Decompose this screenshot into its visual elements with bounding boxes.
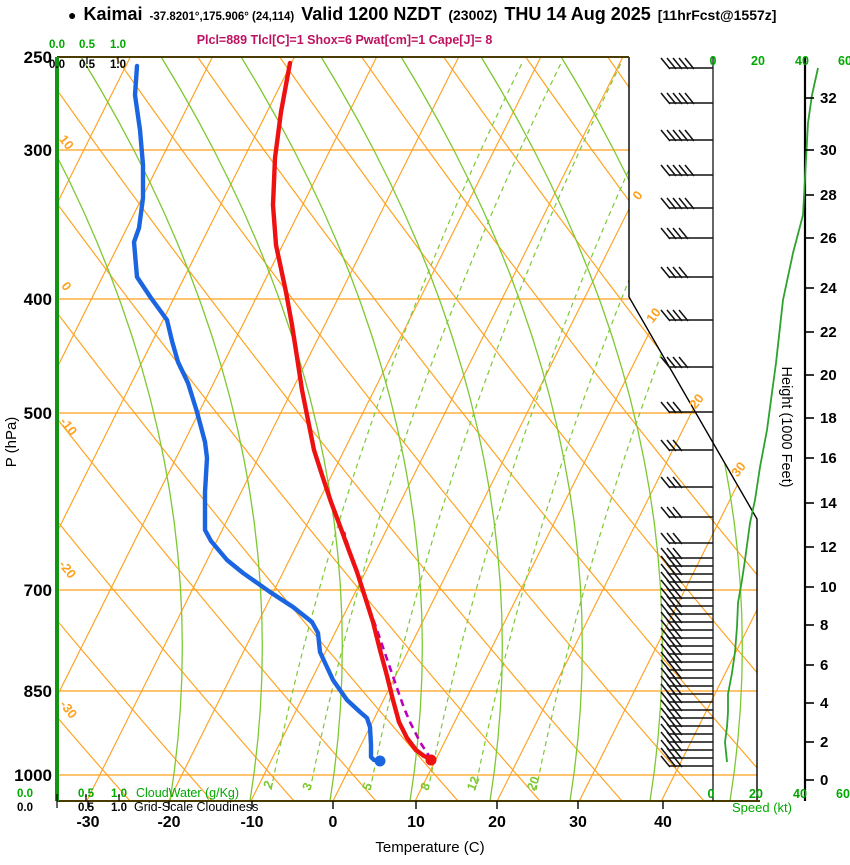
- svg-text:10: 10: [643, 305, 664, 326]
- svg-text:1000: 1000: [14, 766, 52, 785]
- station-coords: -37.8201°,175.906° (24,114): [149, 11, 295, 23]
- svg-text:500: 500: [24, 404, 52, 423]
- surface-dewpoint-dot: [374, 755, 386, 767]
- svg-text:300: 300: [24, 141, 52, 160]
- svg-text:28: 28: [820, 187, 837, 204]
- svg-text:32: 32: [820, 90, 837, 107]
- svg-text:10: 10: [407, 814, 425, 831]
- svg-text:22: 22: [820, 324, 837, 341]
- station-bullet-icon: ●: [68, 7, 77, 23]
- svg-text:0.0: 0.0: [49, 59, 65, 71]
- svg-text:12: 12: [820, 539, 837, 556]
- svg-text:1.0: 1.0: [111, 802, 127, 814]
- svg-text:20: 20: [749, 787, 763, 801]
- dewpoint-curve: [131, 63, 377, 763]
- svg-text:-20: -20: [157, 814, 180, 831]
- temperature-axis-title: Temperature (C): [375, 839, 484, 856]
- svg-text:20: 20: [524, 774, 542, 792]
- svg-text:0.5: 0.5: [78, 802, 95, 814]
- svg-text:40: 40: [793, 787, 807, 801]
- valid-time: Valid 1200 NZDT: [301, 4, 442, 24]
- svg-text:18: 18: [820, 410, 837, 427]
- svg-text:14: 14: [820, 495, 837, 512]
- svg-text:0: 0: [708, 787, 715, 801]
- cloudwater-scale-title: CloudWater (g/Kg): [136, 786, 239, 800]
- svg-text:20: 20: [820, 367, 837, 384]
- cloudiness-scale-title: Grid-Scale Cloudiness: [134, 800, 258, 814]
- svg-text:3: 3: [299, 781, 315, 793]
- svg-text:60: 60: [836, 787, 850, 801]
- svg-text:60: 60: [838, 54, 850, 68]
- svg-text:0: 0: [329, 814, 338, 831]
- height-axis-title: Height (1000 Feet): [778, 367, 794, 488]
- skewt-grid-lines: [57, 57, 757, 801]
- svg-text:8: 8: [820, 617, 828, 634]
- svg-text:4: 4: [820, 695, 829, 712]
- svg-text:20: 20: [488, 814, 506, 831]
- svg-text:0: 0: [58, 279, 74, 294]
- plot-boundary: [55, 56, 807, 802]
- svg-text:850: 850: [24, 682, 52, 701]
- svg-text:400: 400: [24, 290, 52, 309]
- svg-text:0.0: 0.0: [49, 39, 65, 51]
- svg-text:40: 40: [795, 54, 809, 68]
- svg-text:5: 5: [359, 781, 375, 793]
- surface-temperature-dot: [425, 754, 437, 766]
- svg-text:1.0: 1.0: [110, 39, 126, 51]
- svg-text:-20: -20: [56, 557, 79, 581]
- speed-axis-title: Speed (kt): [732, 800, 792, 815]
- svg-text:8: 8: [417, 781, 433, 793]
- svg-text:6: 6: [820, 657, 828, 674]
- svg-text:10: 10: [820, 579, 837, 596]
- forecast-tag: [11hrFcst@1557z]: [657, 7, 777, 23]
- svg-text:700: 700: [24, 581, 52, 600]
- svg-text:0: 0: [710, 54, 717, 68]
- svg-text:26: 26: [820, 230, 837, 247]
- svg-text:20: 20: [686, 391, 707, 412]
- svg-text:24: 24: [820, 280, 837, 297]
- svg-text:0: 0: [820, 772, 828, 789]
- chart-title: ● Kaimai -37.8201°,175.906° (24,114) Val…: [68, 4, 850, 25]
- svg-text:20: 20: [751, 54, 765, 68]
- svg-text:12: 12: [464, 774, 482, 792]
- svg-text:-30: -30: [57, 697, 80, 721]
- svg-text:0.0: 0.0: [17, 788, 33, 800]
- wind-barbs-column: [660, 57, 713, 768]
- pressure-axis-title: P (hPa): [3, 417, 20, 468]
- svg-text:-10: -10: [240, 814, 263, 831]
- valid-date: THU 14 Aug 2025: [504, 4, 651, 24]
- station-name: Kaimai: [83, 4, 143, 24]
- wind-speed-curve: [724, 67, 819, 763]
- svg-text:40: 40: [654, 814, 672, 831]
- svg-text:250: 250: [24, 48, 52, 67]
- svg-text:0: 0: [629, 188, 645, 203]
- temperature-curve: [270, 60, 434, 762]
- sounding-profiles: [131, 60, 819, 767]
- svg-text:30: 30: [820, 142, 837, 159]
- svg-text:0.5: 0.5: [79, 59, 96, 71]
- svg-text:30: 30: [569, 814, 587, 831]
- svg-text:2: 2: [820, 734, 828, 751]
- svg-text:1.0: 1.0: [110, 59, 126, 71]
- svg-text:-10: -10: [57, 414, 80, 438]
- svg-text:0.0: 0.0: [17, 802, 33, 814]
- svg-text:-30: -30: [76, 814, 99, 831]
- zulu-time: (2300Z): [448, 7, 498, 23]
- svg-text:0.5: 0.5: [79, 39, 96, 51]
- sounding-indices: Plcl=889 Tlcl[C]=1 Shox=6 Pwat[cm]=1 Cap…: [196, 33, 493, 47]
- svg-text:16: 16: [820, 450, 837, 467]
- svg-text:30: 30: [728, 459, 749, 480]
- svg-text:2: 2: [260, 779, 276, 791]
